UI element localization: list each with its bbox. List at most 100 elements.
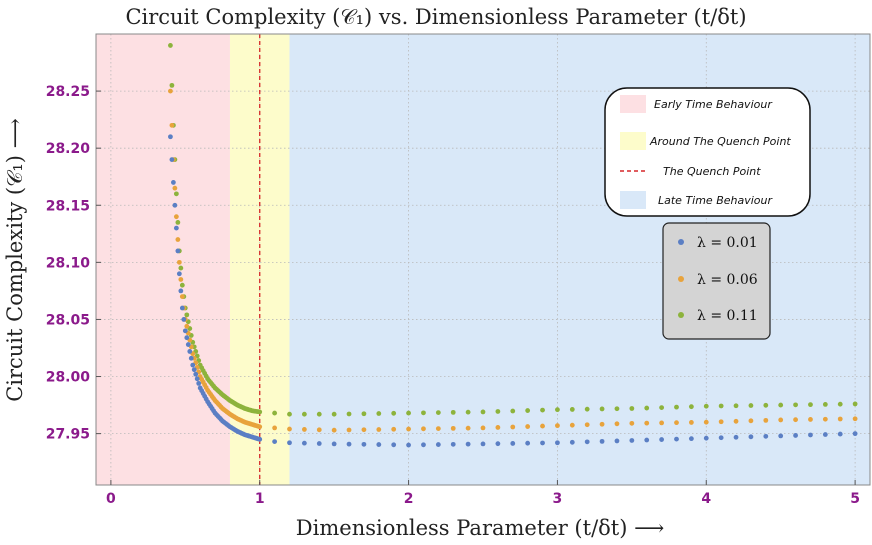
series-legend-label-2: λ = 0.11 bbox=[697, 308, 758, 324]
series-2-point-60 bbox=[257, 409, 263, 415]
region-0 bbox=[96, 34, 230, 485]
series-0-point-89 bbox=[688, 436, 694, 442]
series-0-point-17 bbox=[193, 371, 199, 377]
series-2-point-4 bbox=[173, 191, 179, 197]
series-1-point-98 bbox=[822, 416, 828, 422]
series-0-point-92 bbox=[733, 434, 739, 440]
series-0-point-95 bbox=[778, 433, 784, 439]
series-0-point-10 bbox=[182, 328, 188, 334]
series-0-point-88 bbox=[674, 436, 679, 442]
series-0-point-75 bbox=[480, 441, 486, 447]
series-0-point-7 bbox=[178, 288, 184, 294]
series-0-point-100 bbox=[852, 431, 858, 437]
series-1-point-3 bbox=[172, 185, 178, 191]
series-1-point-96 bbox=[793, 417, 798, 423]
series-1-point-99 bbox=[837, 416, 843, 422]
series-1-point-83 bbox=[599, 421, 605, 427]
series-1-point-81 bbox=[569, 422, 575, 428]
series-0-point-80 bbox=[555, 440, 560, 446]
series-0-point-18 bbox=[194, 376, 200, 382]
series-2-point-0 bbox=[168, 43, 173, 48]
series-2-point-79 bbox=[540, 407, 545, 413]
series-2-point-61 bbox=[272, 410, 278, 416]
series-legend-marker-2 bbox=[678, 312, 684, 318]
series-0-point-8 bbox=[179, 305, 185, 311]
series-2-point-81 bbox=[569, 407, 575, 412]
series-1-point-67 bbox=[361, 427, 367, 433]
series-0-point-72 bbox=[435, 442, 441, 447]
series-2-point-11 bbox=[184, 312, 190, 318]
axis-ticks: 0 1 2 3 4 5 27.95 28.00 28.05 28.10 28.15 28.20 28.2… bbox=[46, 84, 860, 507]
series-0-point-15 bbox=[190, 362, 196, 368]
series-0-point-87 bbox=[659, 437, 665, 442]
series-1-point-82 bbox=[584, 422, 590, 428]
series-legend-box bbox=[662, 222, 771, 340]
series-0-point-60 bbox=[257, 436, 263, 442]
series-0-point-97 bbox=[808, 432, 813, 438]
series-0-point-98 bbox=[822, 432, 828, 437]
series-1-point-90 bbox=[703, 419, 709, 425]
series-0-point-83 bbox=[599, 438, 605, 444]
x-tick-label-3: 3 bbox=[553, 491, 563, 507]
series-1-point-8 bbox=[179, 294, 185, 300]
series-1-point-94 bbox=[763, 417, 769, 423]
series-1-point-69 bbox=[391, 426, 397, 432]
series-1-point-88 bbox=[674, 420, 679, 426]
series-1-point-85 bbox=[629, 420, 635, 426]
series-1-point-11 bbox=[184, 323, 190, 329]
series-1-point-76 bbox=[495, 425, 501, 430]
series-1-point-64 bbox=[316, 427, 322, 433]
series-2-point-66 bbox=[346, 411, 352, 417]
y-tick-label-4: 28.15 bbox=[46, 198, 90, 214]
series-1-point-60 bbox=[257, 424, 263, 430]
series-1-point-73 bbox=[450, 425, 456, 431]
series-2-point-62 bbox=[287, 411, 292, 417]
series-0-point-16 bbox=[191, 367, 197, 373]
series-2-point-97 bbox=[808, 402, 813, 408]
series-2-point-72 bbox=[435, 410, 441, 416]
series-2-point-91 bbox=[718, 403, 724, 409]
series-0-point-77 bbox=[510, 441, 516, 446]
series-2-point-69 bbox=[391, 410, 397, 416]
series-2-point-82 bbox=[584, 406, 590, 412]
series-1-point-7 bbox=[178, 277, 184, 282]
series-1-point-61 bbox=[272, 425, 278, 431]
legend-swatch-around bbox=[620, 132, 646, 150]
series-1-point-89 bbox=[688, 420, 694, 425]
series-0-point-11 bbox=[184, 335, 190, 341]
series-0-point-64 bbox=[316, 441, 322, 446]
series-2-point-7 bbox=[178, 265, 184, 271]
series-1-point-77 bbox=[510, 424, 516, 430]
series-legend-marker-1 bbox=[678, 276, 684, 282]
series-0-point-71 bbox=[421, 442, 426, 448]
series-1-point-5 bbox=[175, 237, 181, 242]
series-1-point-78 bbox=[525, 424, 531, 429]
series-1-point-74 bbox=[465, 425, 471, 431]
series-0-point-2 bbox=[171, 180, 176, 185]
series-0-point-82 bbox=[584, 439, 590, 445]
series-2-point-80 bbox=[555, 407, 560, 413]
series-0-point-66 bbox=[346, 441, 352, 447]
y-tick-label-0: 27.95 bbox=[46, 427, 90, 443]
series-2-point-71 bbox=[421, 410, 426, 416]
series-1-point-1 bbox=[169, 122, 175, 128]
series-0-point-70 bbox=[406, 442, 411, 448]
series-1-point-93 bbox=[748, 418, 754, 424]
series-2-point-68 bbox=[376, 411, 382, 416]
series-2-point-90 bbox=[703, 403, 709, 409]
legend-swatch-early bbox=[620, 95, 646, 113]
series-legend: λ = 0.01 λ = 0.06 λ = 0.11 bbox=[662, 222, 771, 340]
x-tick-label-2: 2 bbox=[404, 491, 414, 507]
series-1-point-70 bbox=[406, 426, 411, 432]
series-2-point-75 bbox=[480, 409, 486, 415]
y-axis-label: Circuit Complexity (𝒞₁) ⟶ bbox=[3, 118, 27, 402]
region-legend-box bbox=[604, 87, 811, 217]
data-points bbox=[168, 43, 858, 448]
series-0-point-61 bbox=[272, 439, 278, 445]
series-2-point-84 bbox=[614, 406, 620, 412]
series-legend-label-1: λ = 0.06 bbox=[697, 272, 758, 288]
series-0-point-9 bbox=[181, 317, 187, 322]
series-0-point-99 bbox=[837, 431, 843, 437]
series-2-point-67 bbox=[361, 411, 367, 417]
series-0-point-62 bbox=[287, 440, 292, 446]
